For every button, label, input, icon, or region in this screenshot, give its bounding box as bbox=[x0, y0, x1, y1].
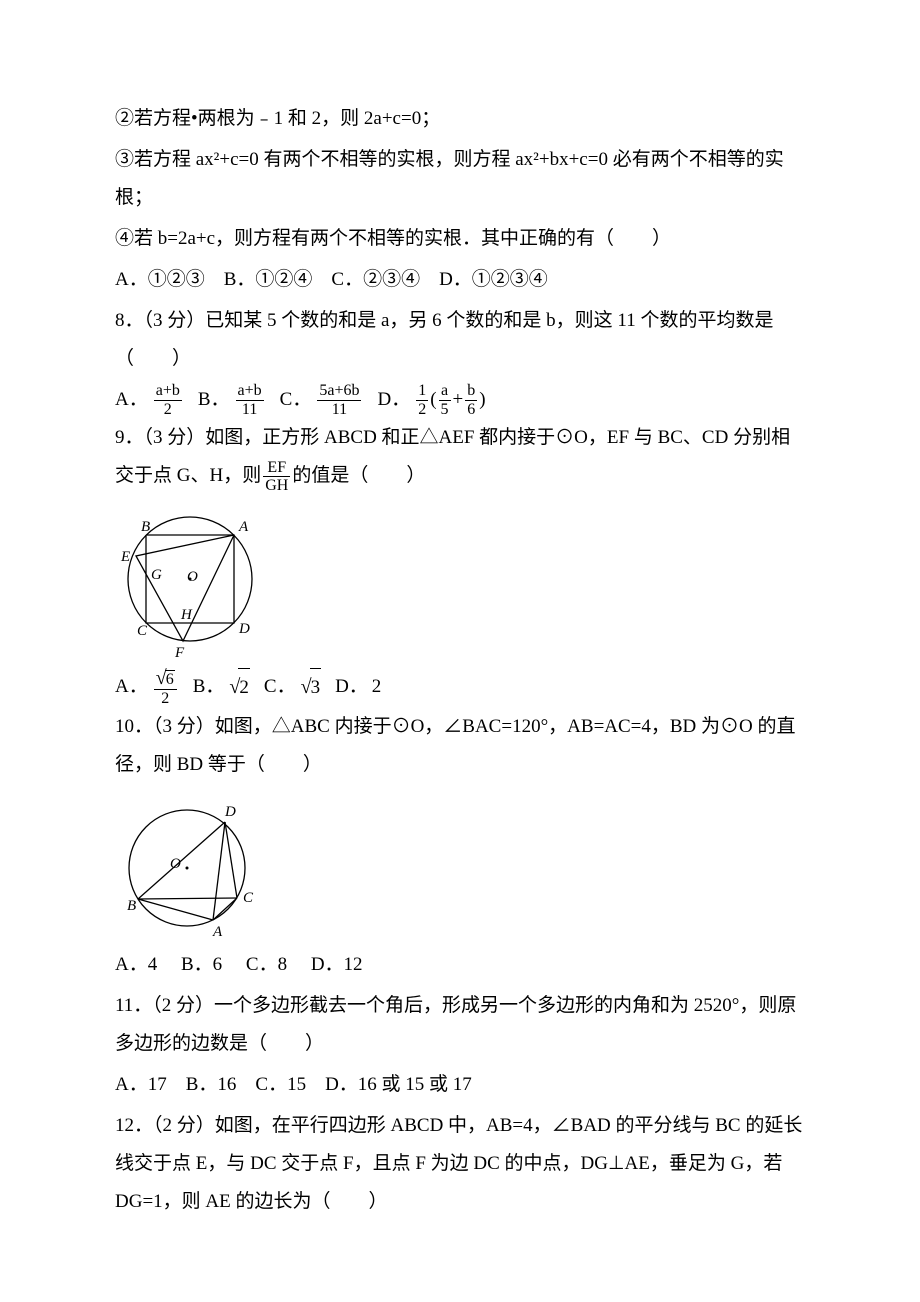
q7-stmt3: ③若方程 ax²+c=0 有两个不相等的实根，则方程 ax²+bx+c=0 必有… bbox=[115, 141, 805, 217]
q9-ratio-num: EF bbox=[263, 459, 290, 478]
q8-a-num: a+b bbox=[154, 382, 182, 401]
q8-b-den: 11 bbox=[236, 401, 264, 419]
q8-label-c: C． bbox=[280, 381, 312, 419]
q9-prompt-prefix: 9．（3 分）如图，正方形 ABCD 和正△AEF 都内接于⊙O，EF 与 BC… bbox=[115, 427, 790, 486]
q9-options: A． √6 2 B． √2 C． √3 D． 2 bbox=[115, 667, 805, 708]
q9-label-d: D． bbox=[335, 668, 368, 706]
svg-text:F: F bbox=[174, 645, 185, 661]
q8-option-c: C． 5a+6b 11 bbox=[280, 381, 364, 419]
svg-text:O: O bbox=[187, 569, 198, 585]
svg-text:E: E bbox=[120, 549, 130, 565]
q9-option-b: B． √2 bbox=[193, 667, 250, 707]
svg-text:C: C bbox=[243, 890, 254, 906]
q9-option-d: D． 2 bbox=[335, 668, 381, 706]
q9-label-c: C． bbox=[264, 668, 296, 706]
q8-c-num: 5a+6b bbox=[317, 382, 361, 401]
svg-text:D: D bbox=[238, 621, 250, 637]
q10-prompt: 10．（3 分）如图，△ABC 内接于⊙O，∠BAC=120°，AB=AC=4，… bbox=[115, 708, 805, 784]
q8-c-den: 11 bbox=[317, 401, 361, 419]
q9-option-a: A． √6 2 bbox=[115, 667, 179, 708]
q7-stmt4: ④若 b=2a+c，则方程有两个不相等的实根．其中正确的有（ ） bbox=[115, 220, 805, 258]
q8-options: A． a+b 2 B． a+b 11 C． 5a+6b 11 D． 1 2 ( … bbox=[115, 381, 805, 419]
q8-d-pnum: 1 bbox=[416, 382, 428, 401]
q8-label-a: A． bbox=[115, 381, 148, 419]
q9-figure: B A E G O H C D F bbox=[115, 501, 805, 661]
q8-d-t2num: b bbox=[465, 382, 477, 401]
q9-prompt-suffix: 的值是（ ） bbox=[292, 465, 425, 486]
q8-c-frac: 5a+6b 11 bbox=[317, 382, 361, 418]
q8-option-a: A． a+b 2 bbox=[115, 381, 184, 419]
q8-d-t1num: a bbox=[439, 382, 451, 401]
q8-label-b: B． bbox=[198, 381, 230, 419]
q9-label-b: B． bbox=[193, 668, 225, 706]
q8-b-num: a+b bbox=[236, 382, 264, 401]
q8-prompt: 8．（3 分）已知某 5 个数的和是 a，另 6 个数的和是 b，则这 11 个… bbox=[115, 302, 805, 378]
q8-d-t2: b 6 bbox=[465, 382, 477, 418]
q8-d-prefix: 1 2 bbox=[416, 382, 428, 418]
q8-d-pden: 2 bbox=[416, 401, 428, 419]
q11-options: A．17 B．16 C．15 D．16 或 15 或 17 bbox=[115, 1066, 805, 1104]
q9-prompt-line: 9．（3 分）如图，正方形 ABCD 和正△AEF 都内接于⊙O，EF 与 BC… bbox=[115, 419, 805, 495]
paren-close: ) bbox=[479, 381, 485, 419]
q9-b-sqrt: √2 bbox=[229, 667, 249, 707]
q9-c-radicand: 3 bbox=[310, 668, 322, 707]
q9-a-den: 2 bbox=[154, 690, 177, 708]
q8-option-d: D． 1 2 ( a 5 + b 6 ) bbox=[377, 381, 485, 419]
q9-ratio-frac: EFGH bbox=[263, 459, 290, 495]
q9-option-c: C． √3 bbox=[264, 667, 321, 707]
svg-text:D: D bbox=[224, 804, 236, 820]
svg-text:O: O bbox=[170, 856, 181, 872]
q9-a-radicand: 6 bbox=[165, 670, 175, 689]
q8-label-d: D． bbox=[377, 381, 410, 419]
q8-d-t1den: 5 bbox=[439, 401, 451, 419]
q12-prompt: 12．（2 分）如图，在平行四边形 ABCD 中，AB=4，∠BAD 的平分线与… bbox=[115, 1107, 805, 1221]
q8-d-t1: a 5 bbox=[439, 382, 451, 418]
svg-text:G: G bbox=[151, 567, 162, 583]
q9-d-value: 2 bbox=[372, 668, 382, 706]
q8-b-frac: a+b 11 bbox=[236, 382, 264, 418]
q9-label-a: A． bbox=[115, 668, 148, 706]
q10-figure: D O C B A bbox=[115, 790, 805, 940]
svg-text:A: A bbox=[212, 924, 223, 940]
q7-stmt2: ②若方程•两根为﹣1 和 2，则 2a+c=0； bbox=[115, 100, 805, 138]
q9-b-radicand: 2 bbox=[238, 668, 250, 707]
q10-options: A．4 B．6 C．8 D．12 bbox=[115, 946, 805, 984]
q9-c-sqrt: √3 bbox=[301, 667, 321, 707]
q7-options: A．①②③ B．①②④ C．②③④ D．①②③④ bbox=[115, 261, 805, 299]
q9-a-frac: √6 2 bbox=[154, 667, 177, 708]
svg-text:A: A bbox=[238, 519, 249, 535]
q8-d-t2den: 6 bbox=[465, 401, 477, 419]
svg-text:B: B bbox=[127, 898, 136, 914]
paren-open: ( bbox=[430, 381, 436, 419]
q8-a-frac: a+b 2 bbox=[154, 382, 182, 418]
svg-text:H: H bbox=[180, 607, 193, 623]
svg-text:C: C bbox=[137, 623, 148, 639]
q8-option-b: B． a+b 11 bbox=[198, 381, 266, 419]
svg-text:B: B bbox=[141, 519, 150, 535]
plus-sign: + bbox=[453, 381, 464, 419]
q8-a-den: 2 bbox=[154, 401, 182, 419]
q9-a-num: √6 bbox=[154, 667, 177, 690]
q11-prompt: 11．（2 分）一个多边形截去一个角后，形成另一个多边形的内角和为 2520°，… bbox=[115, 987, 805, 1063]
q9-ratio-den: GH bbox=[263, 477, 290, 495]
